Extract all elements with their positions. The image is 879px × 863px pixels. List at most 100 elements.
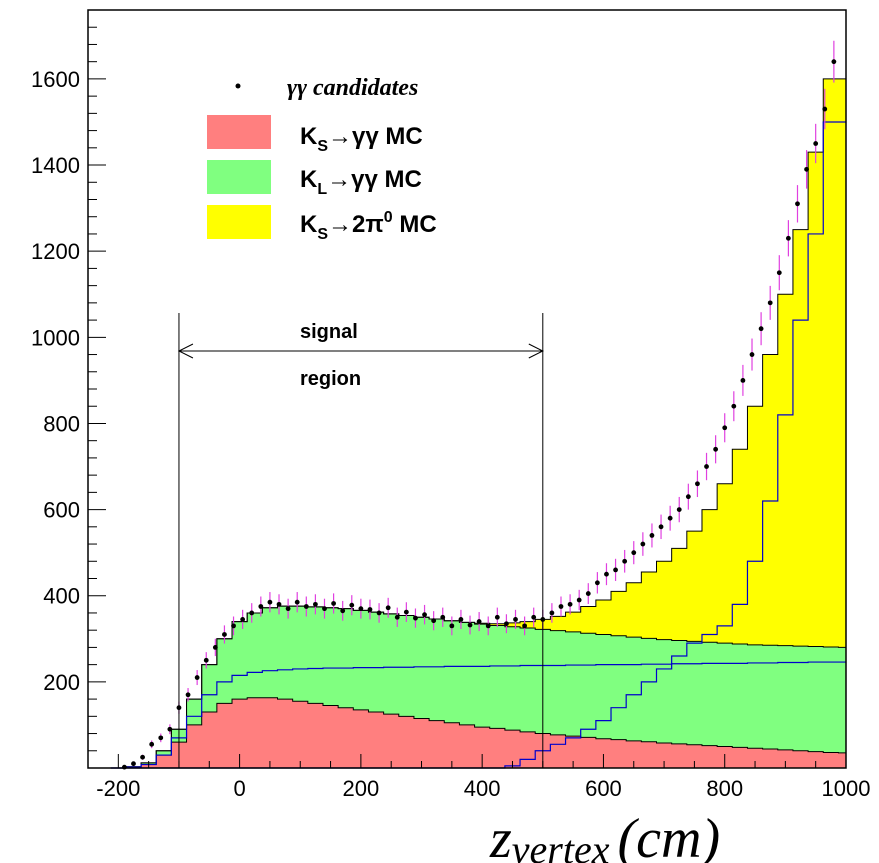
- candidate-point-49: [568, 602, 573, 607]
- candidate-point-16: [268, 600, 273, 605]
- candidate-point-72: [777, 270, 782, 275]
- candidate-point-27: [368, 607, 373, 612]
- candidate-point-7: [186, 692, 191, 697]
- candidate-point-25: [349, 603, 354, 608]
- legend-swatch-kl-gg: [207, 160, 271, 194]
- candidate-point-77: [822, 107, 827, 112]
- candidate-point-10: [213, 645, 218, 650]
- legend-swatch-ks-2pi0: [207, 205, 271, 239]
- candidate-point-34: [431, 618, 436, 623]
- candidate-point-53: [604, 572, 609, 577]
- legend-marker-candidates: [236, 84, 241, 89]
- y-tick-label-3: 800: [43, 411, 80, 436]
- legend-label-kl-gg: KL→γγ MC: [300, 166, 422, 198]
- y-tick-label-4: 1000: [31, 325, 80, 350]
- legend-swatch-ks-gg: [207, 115, 271, 149]
- candidate-point-37: [459, 617, 464, 622]
- candidate-point-30: [395, 615, 400, 620]
- candidate-point-38: [468, 623, 473, 628]
- candidate-point-55: [622, 559, 627, 564]
- signal-region-label-line1: signal: [300, 321, 358, 343]
- candidate-point-71: [768, 300, 773, 305]
- candidate-point-33: [422, 612, 427, 617]
- candidate-point-39: [477, 619, 482, 624]
- legend-label-candidates: γγ candidates: [287, 75, 418, 101]
- candidate-point-57: [640, 542, 645, 547]
- candidate-point-0: [122, 765, 127, 770]
- candidate-point-23: [331, 601, 336, 606]
- legend-label-ks-2pi0: KS→2π0 MC: [300, 209, 437, 243]
- y-tick-label-0: 200: [43, 670, 80, 695]
- candidate-point-75: [804, 167, 809, 172]
- candidate-point-31: [404, 610, 409, 615]
- x-tick-label-3: 400: [464, 776, 501, 801]
- candidate-point-64: [704, 464, 709, 469]
- x-tick-label-6: 1000: [822, 776, 871, 801]
- candidate-point-5: [167, 727, 172, 732]
- candidate-point-19: [295, 600, 300, 605]
- candidate-point-12: [231, 623, 236, 628]
- candidate-point-26: [358, 606, 363, 611]
- candidate-point-63: [695, 481, 700, 486]
- y-tick-label-2: 600: [43, 498, 80, 523]
- x-tick-label-5: 800: [706, 776, 743, 801]
- candidate-point-17: [277, 602, 282, 607]
- candidate-point-66: [722, 425, 727, 430]
- candidate-point-52: [595, 580, 600, 585]
- candidate-point-69: [750, 352, 755, 357]
- candidate-point-76: [813, 141, 818, 146]
- candidate-point-36: [449, 623, 454, 628]
- candidate-point-28: [377, 611, 382, 616]
- legend-label-ks-gg: KS→γγ MC: [300, 123, 423, 155]
- candidate-point-4: [158, 735, 163, 740]
- legend: γγ candidates KS→γγ MC KL→γγ MC KS→2π0 M…: [207, 75, 437, 243]
- candidate-point-11: [222, 632, 227, 637]
- candidate-point-41: [495, 615, 500, 620]
- candidate-point-73: [786, 236, 791, 241]
- candidate-point-50: [577, 598, 582, 603]
- candidate-point-8: [195, 675, 200, 680]
- candidate-point-21: [313, 602, 318, 607]
- candidate-point-18: [286, 606, 291, 611]
- x-tick-label-2: 200: [343, 776, 380, 801]
- candidate-point-9: [204, 658, 209, 663]
- candidate-point-2: [140, 755, 145, 760]
- candidate-point-58: [650, 533, 655, 538]
- y-tick-label-5: 1200: [31, 239, 80, 264]
- x-tick-label-0: -200: [96, 776, 140, 801]
- candidate-point-44: [522, 623, 527, 628]
- candidate-point-48: [559, 604, 564, 609]
- candidate-point-32: [413, 616, 418, 621]
- candidate-point-51: [586, 591, 591, 596]
- candidate-point-65: [713, 447, 718, 452]
- y-tick-label-6: 1400: [31, 153, 80, 178]
- candidate-point-59: [659, 524, 664, 529]
- x-axis-label: zvertex (cm): [489, 808, 720, 863]
- y-tick-label-7: 1600: [31, 67, 80, 92]
- candidate-point-60: [668, 516, 673, 521]
- x-tick-label-1: 0: [233, 776, 245, 801]
- candidate-point-29: [386, 605, 391, 610]
- candidate-point-45: [531, 615, 536, 620]
- candidate-point-67: [731, 404, 736, 409]
- candidate-point-61: [677, 507, 682, 512]
- candidate-point-70: [759, 326, 764, 331]
- signal-region-label-line2: region: [300, 368, 361, 390]
- candidate-point-14: [249, 611, 254, 616]
- candidate-point-74: [795, 201, 800, 206]
- candidate-point-24: [340, 608, 345, 613]
- candidate-point-68: [741, 378, 746, 383]
- candidate-point-15: [258, 604, 263, 609]
- candidate-point-78: [831, 59, 836, 64]
- candidate-point-1: [131, 761, 136, 766]
- y-tick-label-1: 400: [43, 584, 80, 609]
- candidate-point-47: [549, 611, 554, 616]
- candidate-point-43: [513, 617, 518, 622]
- candidate-point-20: [304, 604, 309, 609]
- candidate-point-42: [504, 621, 509, 626]
- candidate-point-35: [440, 615, 445, 620]
- x-tick-label-4: 600: [585, 776, 622, 801]
- candidate-point-62: [686, 494, 691, 499]
- candidate-point-40: [486, 623, 491, 628]
